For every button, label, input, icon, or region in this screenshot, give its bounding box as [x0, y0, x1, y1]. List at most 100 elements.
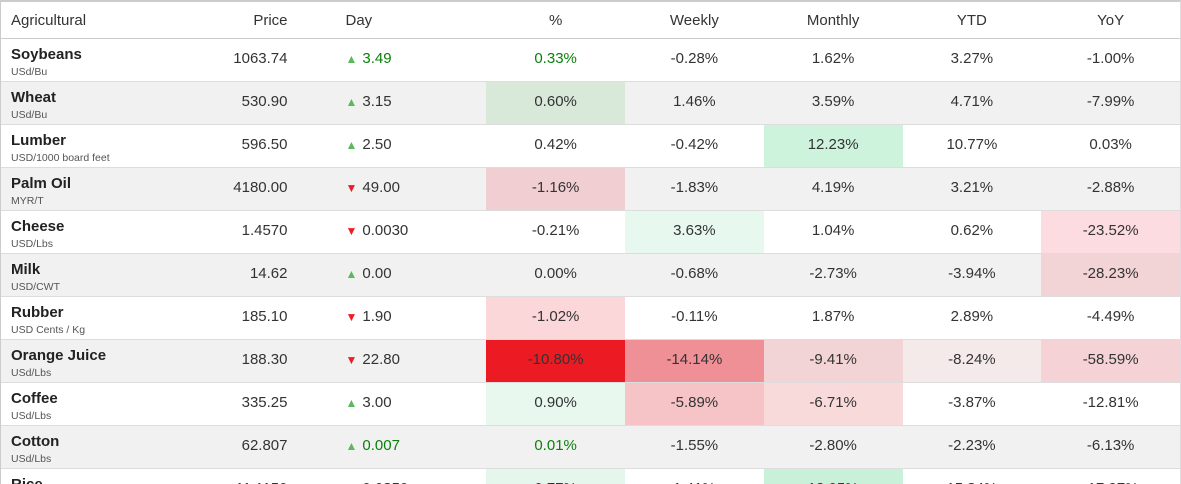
commodity-name[interactable]: Cotton: [11, 433, 60, 450]
weekly-cell: 3.63%: [625, 211, 764, 253]
day-cell: ▼ 1.90: [302, 297, 487, 339]
table-row[interactable]: Palm Oil MYR/T 4180.00 ▼ 49.00 -1.16% -1.…: [1, 168, 1180, 211]
yoy-cell: 0.03%: [1089, 136, 1132, 153]
commodity-unit: USd/Bu: [11, 109, 48, 121]
day-cell: ▲ 0.0850: [302, 469, 487, 484]
day-value: 0.007: [362, 437, 400, 454]
header-yoy[interactable]: YoY: [1097, 11, 1125, 29]
monthly-cell: -2.80%: [809, 437, 857, 454]
commodity-name-cell[interactable]: Orange Juice USd/Lbs: [1, 340, 192, 382]
commodity-unit: USd/Lbs: [11, 367, 52, 379]
yoy-cell: -28.23%: [1041, 254, 1180, 296]
day-value: 3.49: [362, 50, 392, 67]
ytd-cell: -3.94%: [948, 265, 996, 282]
monthly-cell: 1.04%: [811, 222, 855, 239]
day-value: 3.00: [362, 394, 392, 411]
header-day[interactable]: Day: [345, 11, 373, 29]
price-cell: 14.62: [249, 265, 288, 282]
yoy-cell: -6.13%: [1086, 437, 1135, 454]
commodity-name[interactable]: Milk: [11, 261, 41, 278]
commodity-name-cell[interactable]: Lumber USD/1000 board feet: [1, 125, 192, 167]
day-value: 49.00: [362, 179, 400, 196]
commodity-unit: MYR/T: [11, 195, 44, 207]
day-cell: ▼ 22.80: [302, 340, 487, 382]
day-value: 22.80: [362, 351, 400, 368]
table-row[interactable]: Milk USD/CWT 14.62 ▲ 0.00 0.00% -0.68% -2…: [1, 254, 1180, 297]
commodity-name-cell[interactable]: Wheat USd/Bu: [1, 82, 192, 124]
header-ytd[interactable]: YTD: [956, 11, 987, 29]
ytd-cell: -3.87%: [948, 394, 996, 411]
commodity-unit: USd/Bu: [11, 66, 48, 78]
weekly-cell: -0.28%: [670, 50, 719, 67]
header-agricultural[interactable]: Agricultural: [11, 11, 87, 29]
commodity-name-cell[interactable]: Coffee USd/Lbs: [1, 383, 192, 425]
weekly-cell: 1.41%: [625, 469, 764, 484]
ytd-cell: 15.84%: [903, 469, 1042, 484]
commodity-name[interactable]: Palm Oil: [11, 175, 72, 192]
commodity-name-cell[interactable]: Rubber USD Cents / Kg: [1, 297, 192, 339]
table-row[interactable]: Cheese USD/Lbs 1.4570 ▼ 0.0030 -0.21% 3.6…: [1, 211, 1180, 254]
monthly-cell: 4.19%: [811, 179, 855, 196]
commodity-unit: USD/CWT: [11, 281, 60, 293]
table-row[interactable]: Rice 11.1150 ▲0.0850 0.77% 1.41% 12.05% …: [1, 469, 1180, 484]
table-row[interactable]: Orange Juice USd/Lbs 188.30 ▼ 22.80 -10.8…: [1, 340, 1180, 383]
commodity-unit: USD/1000 board feet: [11, 152, 110, 164]
price-cell: 335.25: [241, 394, 288, 411]
day-cell: ▼ 0.0030: [302, 211, 487, 253]
commodity-name[interactable]: Orange Juice: [11, 347, 107, 364]
commodity-name[interactable]: Soybeans: [11, 46, 82, 63]
commodity-name[interactable]: Wheat: [11, 89, 56, 106]
commodity-name-cell[interactable]: Soybeans USd/Bu: [1, 39, 192, 81]
table-row[interactable]: Lumber USD/1000 board feet 596.50 ▲ 2.50 …: [1, 125, 1180, 168]
header-price[interactable]: Price: [253, 11, 288, 29]
monthly-cell: -2.73%: [809, 265, 857, 282]
day-value: 0.0030: [362, 222, 409, 239]
commodity-name-cell[interactable]: Milk USD/CWT: [1, 254, 192, 296]
commodity-name-cell[interactable]: Rice: [1, 469, 192, 484]
percent-cell: 0.42%: [534, 136, 577, 153]
table-row[interactable]: Wheat USd/Bu 530.90 ▲ 3.15 0.60% 1.46% 3.…: [1, 82, 1180, 125]
ytd-cell: -2.23%: [948, 437, 996, 454]
yoy-cell: -17.97%: [1041, 469, 1180, 484]
price-cell: 188.30: [241, 351, 288, 368]
commodity-name[interactable]: Cheese: [11, 218, 65, 235]
table-row[interactable]: Cotton USd/Lbs 62.807 ▲ 0.007 0.01% -1.55…: [1, 426, 1180, 469]
ytd-cell: 0.62%: [950, 222, 994, 239]
commodity-name[interactable]: Rubber: [11, 304, 64, 321]
ytd-cell: 10.77%: [946, 136, 998, 153]
weekly-cell: -14.14%: [625, 340, 764, 382]
monthly-cell: 1.87%: [811, 308, 855, 325]
weekly-cell: 1.46%: [673, 93, 716, 110]
up-triangle-icon: ▲: [346, 482, 358, 484]
percent-cell: 0.90%: [486, 383, 625, 425]
header-monthly[interactable]: Monthly: [806, 11, 860, 29]
up-triangle-icon: ▲: [345, 95, 358, 109]
commodity-name[interactable]: Rice: [11, 476, 192, 484]
monthly-cell: 12.23%: [763, 125, 903, 167]
header-weekly[interactable]: Weekly: [669, 11, 719, 29]
day-cell: ▲ 3.00: [302, 383, 487, 425]
up-triangle-icon: ▲: [345, 396, 358, 410]
commodity-name-cell[interactable]: Cotton USd/Lbs: [1, 426, 192, 468]
table-row[interactable]: Rubber USD Cents / Kg 185.10 ▼ 1.90 -1.02…: [1, 297, 1180, 340]
commodity-name-cell[interactable]: Cheese USD/Lbs: [1, 211, 192, 253]
percent-cell: 0.01%: [534, 437, 577, 454]
commodity-name[interactable]: Lumber: [11, 132, 67, 149]
monthly-cell: -6.71%: [763, 383, 903, 425]
ytd-cell: 2.89%: [950, 308, 994, 325]
yoy-cell: -58.59%: [1041, 340, 1180, 382]
percent-cell: -1.16%: [486, 168, 625, 210]
table-row[interactable]: Soybeans USd/Bu 1063.74 ▲ 3.49 0.33% -0.2…: [1, 39, 1180, 82]
header-percent[interactable]: %: [548, 11, 563, 29]
commodity-name-cell[interactable]: Palm Oil MYR/T: [1, 168, 192, 210]
yoy-cell: -1.00%: [1086, 50, 1135, 67]
day-cell: ▲ 2.50: [302, 125, 487, 167]
price-cell: 1063.74: [233, 50, 288, 67]
commodity-name[interactable]: Coffee: [11, 390, 58, 407]
day-value: 0.00: [362, 265, 392, 282]
day-cell: ▲ 3.15: [302, 82, 487, 124]
price-cell: 4180.00: [233, 179, 288, 196]
table-row[interactable]: Coffee USd/Lbs 335.25 ▲ 3.00 0.90% -5.89%…: [1, 383, 1180, 426]
monthly-cell: 12.05%: [763, 469, 903, 484]
